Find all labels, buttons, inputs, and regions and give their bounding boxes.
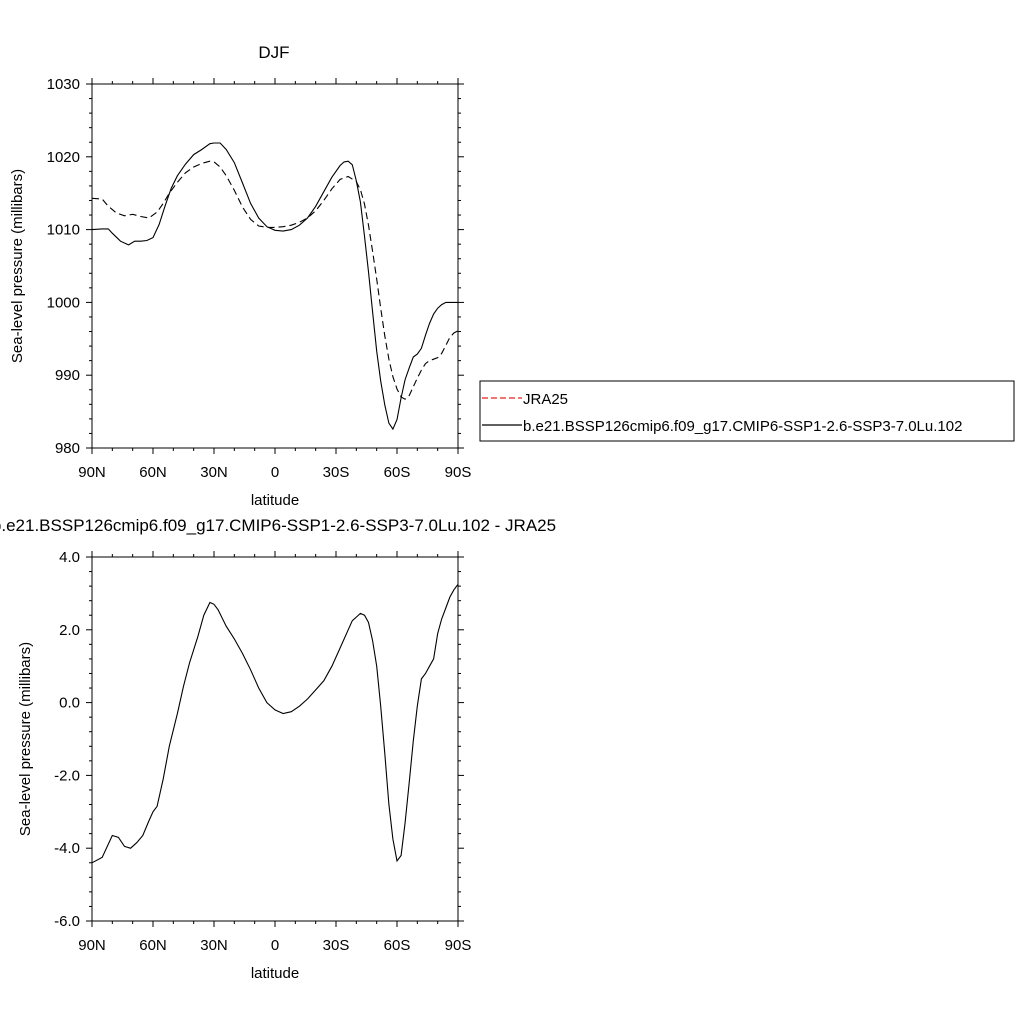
x-tick-label: 90S: [445, 464, 472, 481]
y-tick-label: -4.0: [54, 840, 80, 857]
x-tick-label: 30N: [200, 464, 228, 481]
y-tick-label: 1030: [47, 76, 80, 93]
axis-ticks: 90N 60N 30N 0 30S 60S 90S 980 990 1000 1010 1020 103…: [47, 76, 472, 481]
y-axis-label: Sea-level pressure (millibars): [17, 642, 34, 836]
x-tick-label: 60N: [139, 464, 167, 481]
x-tick-label: 0: [271, 464, 279, 481]
series-line-0: [91, 583, 459, 864]
x-tick-label: 90N: [78, 937, 106, 954]
y-tick-label: 2.0: [59, 622, 80, 639]
x-tick-label: 60S: [384, 464, 411, 481]
x-tick-label: 30S: [323, 464, 350, 481]
y-tick-label: -6.0: [54, 913, 80, 930]
x-tick-label: 30N: [200, 937, 228, 954]
difference-chart: b.e21.BSSP126cmip6.f09_g17.CMIP6-SSP1-2.…: [0, 516, 556, 982]
y-tick-label: 1020: [47, 149, 80, 166]
y-tick-label: 1010: [47, 222, 80, 239]
djf-chart: DJF 90N 60N 30N 0 30S 60S 90S 980 990 1000 1010 102…: [9, 43, 1015, 509]
chart-title: b.e21.BSSP126cmip6.f09_g17.CMIP6-SSP1-2.…: [0, 516, 556, 535]
y-tick-label: -2.0: [54, 767, 80, 784]
y-tick-label: 1000: [47, 294, 80, 311]
x-axis-label: latitude: [251, 492, 299, 509]
plot-frame: [91, 83, 459, 449]
legend-label-model: b.e21.BSSP126cmip6.f09_g17.CMIP6-SSP1-2.…: [523, 418, 962, 435]
x-tick-label: 60S: [384, 937, 411, 954]
series-line-0: [91, 160, 459, 400]
series-lines: [91, 142, 459, 431]
plot-frame: [91, 556, 459, 922]
legend-box: [479, 380, 1015, 442]
axis-ticks: 90N 60N 30N 0 30S 60S 90S -6.0 -4.0 -2.0 0.0 2.0 4.0: [54, 549, 471, 954]
series-lines: [91, 583, 459, 864]
y-tick-label: 4.0: [59, 549, 80, 566]
x-tick-label: 90S: [445, 937, 472, 954]
y-tick-label: 0.0: [59, 695, 80, 712]
legend-label-jra25: JRA25: [523, 391, 568, 408]
y-tick-label: 990: [55, 367, 80, 384]
x-tick-label: 60N: [139, 937, 167, 954]
y-tick-label: 980: [55, 440, 80, 457]
x-axis-label: latitude: [251, 965, 299, 982]
legend: JRA25 b.e21.BSSP126cmip6.f09_g17.CMIP6-S…: [479, 380, 1015, 442]
x-tick-label: 30S: [323, 937, 350, 954]
x-tick-label: 0: [271, 937, 279, 954]
y-axis-label: Sea-level pressure (millibars): [9, 169, 26, 363]
series-line-1: [91, 142, 458, 431]
chart-title: DJF: [258, 43, 289, 62]
x-tick-label: 90N: [78, 464, 106, 481]
